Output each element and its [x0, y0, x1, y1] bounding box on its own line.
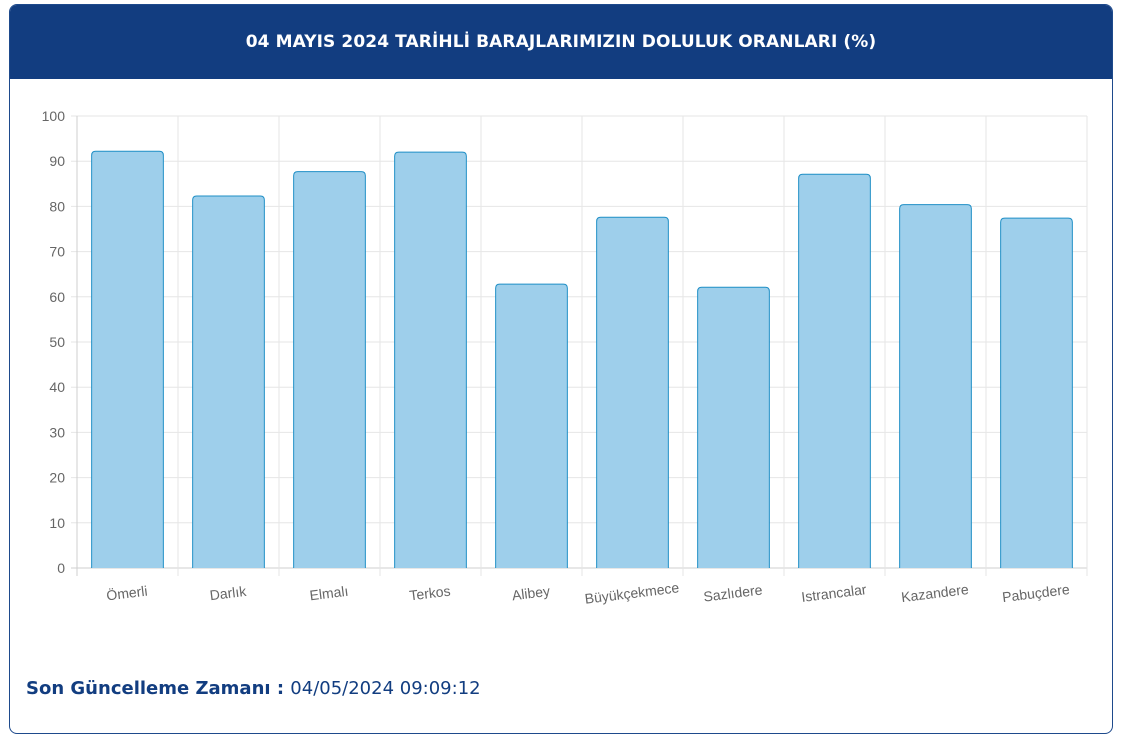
x-tick-label: Elmalı	[309, 583, 350, 604]
last-update-value: 04/05/2024 09:09:12	[290, 678, 481, 699]
last-update-separator: :	[270, 678, 291, 699]
x-tick-label: Alibey	[511, 583, 551, 604]
x-tick-label: Istrancalar	[800, 581, 867, 605]
x-tick-label: Sazlıdere	[703, 581, 764, 604]
y-tick-label: 10	[49, 515, 65, 531]
last-update: Son Güncelleme Zamanı : 04/05/2024 09:09…	[26, 678, 481, 699]
bar-alibey	[495, 283, 568, 568]
bar-terkos	[394, 151, 467, 568]
chart-title: 04 MAYIS 2024 TARİHLİ BARAJLARIMIZIN DOL…	[245, 32, 877, 52]
bar-elmalı	[293, 171, 366, 568]
x-tick-label: Kazandere	[900, 581, 969, 605]
bar-darlık	[192, 195, 265, 568]
y-tick-label: 30	[49, 424, 65, 440]
y-tick-label: 50	[49, 334, 65, 350]
x-tick-label: Ömerli	[105, 582, 148, 604]
bar-istrancalar	[798, 173, 871, 568]
x-tick-label: Darlık	[209, 583, 248, 603]
bar-kazandere	[899, 204, 972, 568]
y-tick-label: 70	[49, 244, 65, 260]
y-tick-label: 20	[49, 470, 65, 486]
x-tick-label: Pabuçdere	[1001, 581, 1070, 605]
bar-sazlıdere	[697, 286, 770, 568]
bar-pabuçdere	[1000, 217, 1073, 568]
y-tick-label: 90	[49, 153, 65, 169]
y-tick-label: 100	[42, 108, 66, 124]
y-tick-label: 60	[49, 289, 65, 305]
y-tick-label: 40	[49, 379, 65, 395]
bar-ömerli	[91, 150, 164, 568]
bar-büyükçekmece	[596, 216, 669, 568]
last-update-label: Son Güncelleme Zamanı	[26, 678, 271, 699]
y-tick-label: 0	[57, 560, 65, 576]
card-header: 04 MAYIS 2024 TARİHLİ BARAJLARIMIZIN DOL…	[10, 5, 1112, 79]
x-tick-label: Terkos	[408, 583, 451, 604]
y-tick-label: 80	[49, 198, 65, 214]
x-tick-label: Büyükçekmece	[584, 579, 680, 606]
